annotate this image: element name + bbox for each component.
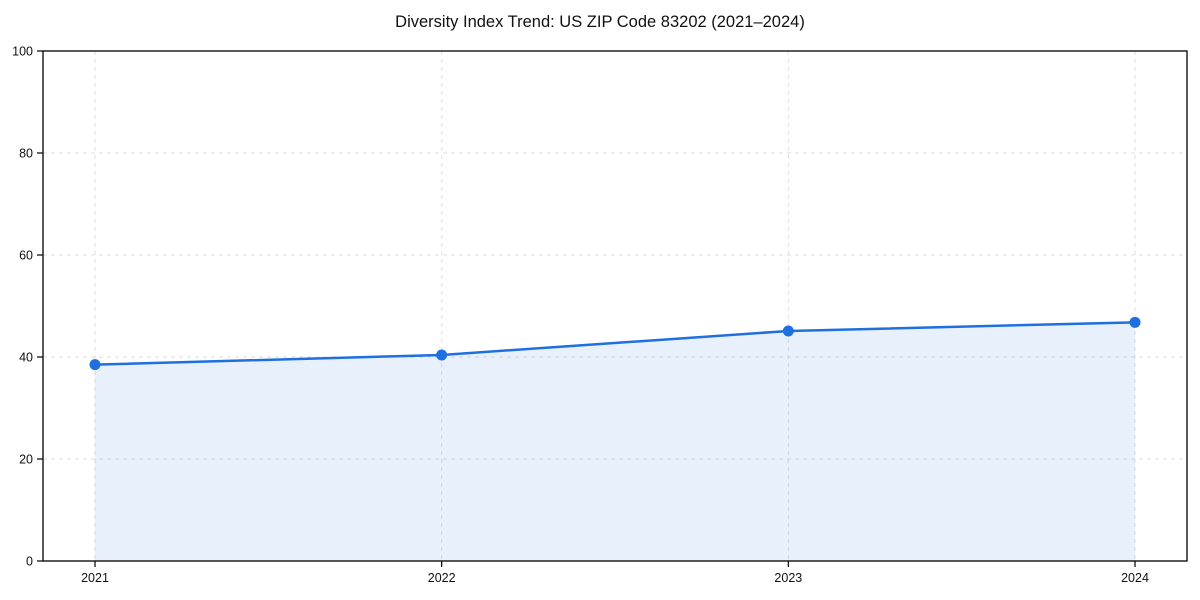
y-tick-label: 60: [19, 249, 33, 263]
area-fill: [95, 322, 1135, 561]
x-tick-label: 2022: [428, 571, 456, 585]
y-tick-label: 0: [26, 555, 33, 569]
data-point-marker: [1129, 316, 1141, 328]
y-tick-label: 100: [12, 45, 33, 59]
data-point-marker: [782, 325, 794, 337]
y-tick-label: 40: [19, 351, 33, 365]
trend-line: [93, 321, 1137, 366]
data-point-marker: [89, 359, 101, 371]
y-tick-label: 20: [19, 453, 33, 467]
x-tick-label: 2024: [1121, 571, 1149, 585]
chart-title: Diversity Index Trend: US ZIP Code 83202…: [395, 13, 805, 31]
y-tick-label: 80: [19, 147, 33, 161]
x-tick-label: 2021: [81, 571, 109, 585]
data-point-marker: [436, 349, 448, 361]
axes-spines: [42, 50, 1188, 562]
x-tick-label: 2023: [774, 571, 802, 585]
